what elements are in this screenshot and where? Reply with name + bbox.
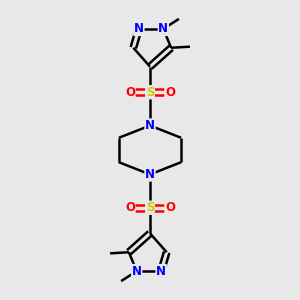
Text: S: S (146, 201, 154, 214)
Text: O: O (165, 86, 175, 99)
Text: N: N (158, 22, 168, 35)
Text: O: O (125, 86, 135, 99)
Text: N: N (134, 22, 144, 35)
Text: S: S (146, 86, 154, 99)
Text: O: O (165, 201, 175, 214)
Text: O: O (125, 201, 135, 214)
Text: N: N (156, 265, 166, 278)
Text: N: N (145, 168, 155, 181)
Text: N: N (145, 119, 155, 132)
Text: N: N (132, 265, 142, 278)
